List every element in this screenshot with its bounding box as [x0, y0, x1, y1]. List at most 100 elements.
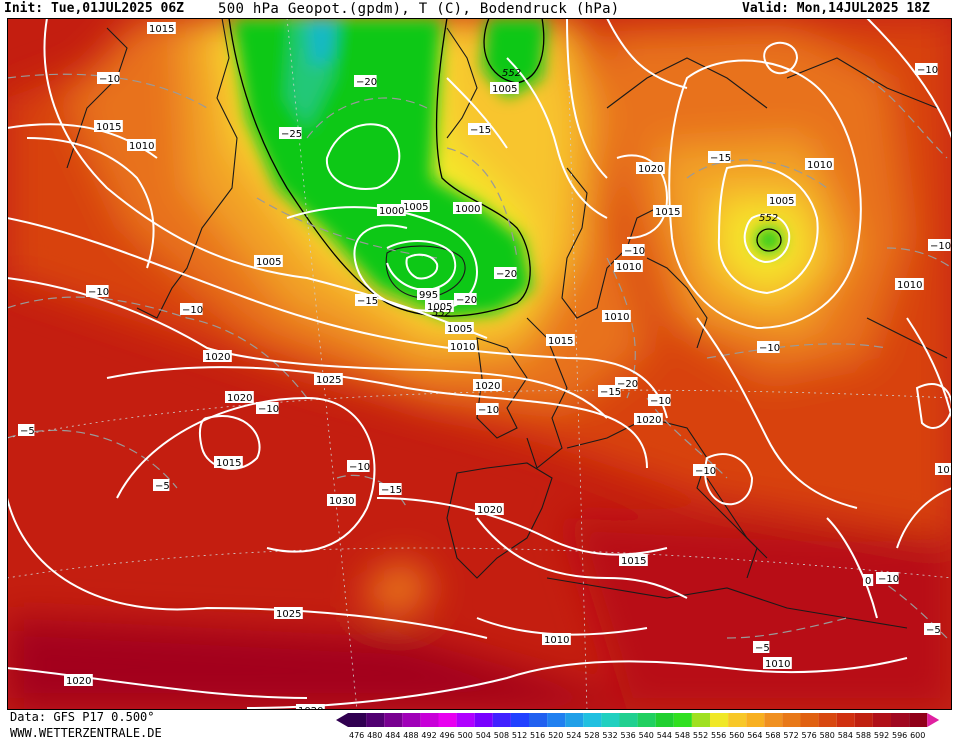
- legend-swatch: [818, 713, 837, 727]
- svg-text:1020: 1020: [636, 415, 661, 426]
- isotherm-label: −10: [476, 403, 499, 416]
- svg-text:1015: 1015: [621, 556, 646, 567]
- svg-text:−15: −15: [381, 485, 402, 496]
- svg-text:1005: 1005: [769, 196, 794, 207]
- svg-text:−15: −15: [470, 125, 491, 136]
- legend-arrow-left: [336, 713, 348, 727]
- legend-value: 520: [548, 731, 563, 740]
- isotherms: [7, 73, 952, 639]
- legend-swatch: [402, 713, 421, 727]
- isobar-label: 1010: [602, 310, 631, 323]
- svg-text:−10: −10: [478, 405, 499, 416]
- isobar-label: 995: [417, 288, 440, 301]
- legend-value: 584: [838, 731, 853, 740]
- legend-swatch: [891, 713, 910, 727]
- legend-value: 508: [494, 731, 509, 740]
- isobar-label: 1020: [225, 391, 254, 404]
- svg-text:−10: −10: [878, 574, 899, 585]
- legend-value: 588: [856, 731, 871, 740]
- isotherm-label: −5: [753, 641, 770, 654]
- svg-text:−5: −5: [155, 481, 170, 492]
- isotherm-label: −5: [18, 424, 35, 437]
- legend-value: 512: [512, 731, 527, 740]
- svg-text:−10: −10: [624, 246, 645, 257]
- legend-swatch: [872, 713, 891, 727]
- legend-value: 524: [566, 731, 581, 740]
- svg-text:1020: 1020: [205, 352, 230, 363]
- svg-text:−5: −5: [755, 643, 770, 654]
- svg-text:1015: 1015: [548, 336, 573, 347]
- svg-text:1020: 1020: [227, 393, 252, 404]
- svg-text:1025: 1025: [316, 375, 341, 386]
- legend-swatch: [673, 713, 692, 727]
- legend-value: 488: [403, 731, 418, 740]
- svg-text:995: 995: [419, 290, 438, 301]
- svg-text:1005: 1005: [403, 202, 428, 213]
- svg-text:1010: 1010: [616, 262, 641, 273]
- isotherm-label: −10: [876, 572, 899, 585]
- legend-swatch: [474, 713, 493, 727]
- legend-arrow-right: [927, 713, 940, 727]
- isobar-label: 1005: [254, 255, 283, 268]
- legend-value: 492: [421, 731, 436, 740]
- svg-text:1020: 1020: [298, 706, 323, 710]
- svg-text:−10: −10: [349, 462, 370, 473]
- isobar-label: 1005: [401, 200, 430, 213]
- isobar-label: 1010: [448, 340, 477, 353]
- isobar-label: 1010: [614, 260, 643, 273]
- svg-text:0: 0: [865, 576, 871, 587]
- legend-swatch: [492, 713, 511, 727]
- isotherm-label: −10: [180, 303, 203, 316]
- legend-swatch: [710, 713, 729, 727]
- legend-swatch: [420, 713, 439, 727]
- svg-text:1005: 1005: [256, 257, 281, 268]
- legend-swatch: [384, 713, 403, 727]
- isobar-label: 1020: [634, 413, 663, 426]
- legend-swatch: [619, 713, 638, 727]
- svg-text:1010: 1010: [604, 312, 629, 323]
- legend-value: 536: [621, 731, 636, 740]
- legend-swatch: [456, 713, 475, 727]
- legend-swatch: [800, 713, 819, 727]
- legend-swatch: [547, 713, 566, 727]
- legend-value: 504: [476, 731, 491, 740]
- isotherm-label: −10: [693, 464, 716, 477]
- isobar-label: 1005: [425, 300, 454, 313]
- isobar-label: 1005: [445, 322, 474, 335]
- svg-text:1020: 1020: [66, 676, 91, 687]
- legend-swatch: [529, 713, 548, 727]
- isotherm-label: −5: [924, 623, 941, 636]
- legend-value: 496: [440, 731, 455, 740]
- legend-swatch: [565, 713, 584, 727]
- svg-text:1010: 1010: [897, 280, 922, 291]
- legend-swatch: [764, 713, 783, 727]
- isotherm-label: −10: [622, 244, 645, 257]
- svg-text:1015: 1015: [96, 122, 121, 133]
- weather-map: 1015 1015 1010 1005 1020 1020 1015 1025 1030 1025…: [7, 18, 952, 710]
- legend-swatch: [601, 713, 620, 727]
- svg-text:−20: −20: [496, 269, 517, 280]
- legend-value: 540: [639, 731, 654, 740]
- legend-value: 596: [892, 731, 907, 740]
- svg-text:−5: −5: [20, 426, 35, 437]
- isobar-label: 1015: [653, 205, 682, 218]
- legend-swatch: [438, 713, 457, 727]
- contour-552-main: [228, 18, 531, 317]
- svg-text:−20: −20: [356, 77, 377, 88]
- legend-swatch: [348, 713, 367, 727]
- isotherm-label: −10: [97, 72, 120, 85]
- height-label-layer: 552 552 552: [432, 68, 778, 319]
- svg-text:−10: −10: [930, 241, 951, 252]
- svg-text:1005: 1005: [447, 324, 472, 335]
- isotherm-label: −20: [354, 75, 377, 88]
- isobar-label: 1010: [805, 158, 834, 171]
- isobar-label: 1030: [327, 494, 356, 507]
- svg-text:−10: −10: [695, 466, 716, 477]
- svg-text:1010: 1010: [450, 342, 475, 353]
- isobar-label: 1020: [296, 704, 325, 710]
- init-time: Init: Tue,01JUL2025 06Z: [4, 1, 185, 16]
- legend-value: 544: [657, 731, 672, 740]
- isobar-label: 1015: [546, 334, 575, 347]
- legend-swatch: [510, 713, 529, 727]
- legend-value: 572: [783, 731, 798, 740]
